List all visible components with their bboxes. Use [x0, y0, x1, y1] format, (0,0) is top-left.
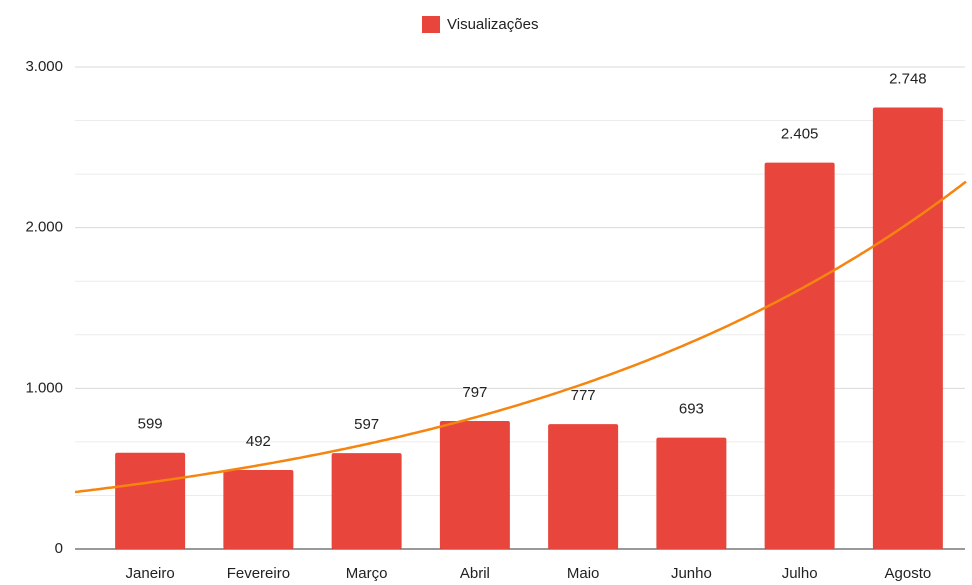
data-label: 2.405 — [781, 126, 819, 143]
x-tick-label: Janeiro — [126, 565, 175, 582]
y-tick-label: 2.000 — [25, 219, 63, 236]
data-label: 492 — [246, 433, 271, 450]
bar — [872, 107, 943, 549]
x-tick-label: Abril — [460, 565, 490, 582]
data-label: 2.748 — [889, 70, 927, 87]
data-label: 693 — [679, 401, 704, 418]
y-tick-label: 1.000 — [25, 379, 63, 396]
x-tick-label: Maio — [567, 565, 600, 582]
legend-swatch — [422, 16, 440, 33]
y-tick-label: 3.000 — [25, 58, 63, 75]
bar — [223, 469, 294, 549]
bar — [115, 452, 186, 549]
bar — [656, 437, 727, 549]
data-label: 777 — [571, 387, 596, 404]
x-tick-label: Julho — [782, 565, 818, 582]
bar — [548, 424, 619, 549]
data-label: 597 — [354, 416, 379, 433]
data-label: 599 — [138, 416, 163, 433]
bar — [439, 420, 510, 549]
x-tick-label: Fevereiro — [227, 565, 290, 582]
trendline — [75, 180, 967, 494]
data-label: 797 — [462, 384, 487, 401]
bar — [331, 453, 402, 549]
trendline-group — [75, 180, 967, 494]
x-tick-label: Março — [346, 565, 388, 582]
x-tick-label: Agosto — [885, 565, 932, 582]
legend-label: Visualizações — [447, 16, 538, 33]
x-tick-label: Junho — [671, 565, 712, 582]
y-tick-label: 0 — [55, 540, 63, 557]
bar — [764, 162, 835, 549]
